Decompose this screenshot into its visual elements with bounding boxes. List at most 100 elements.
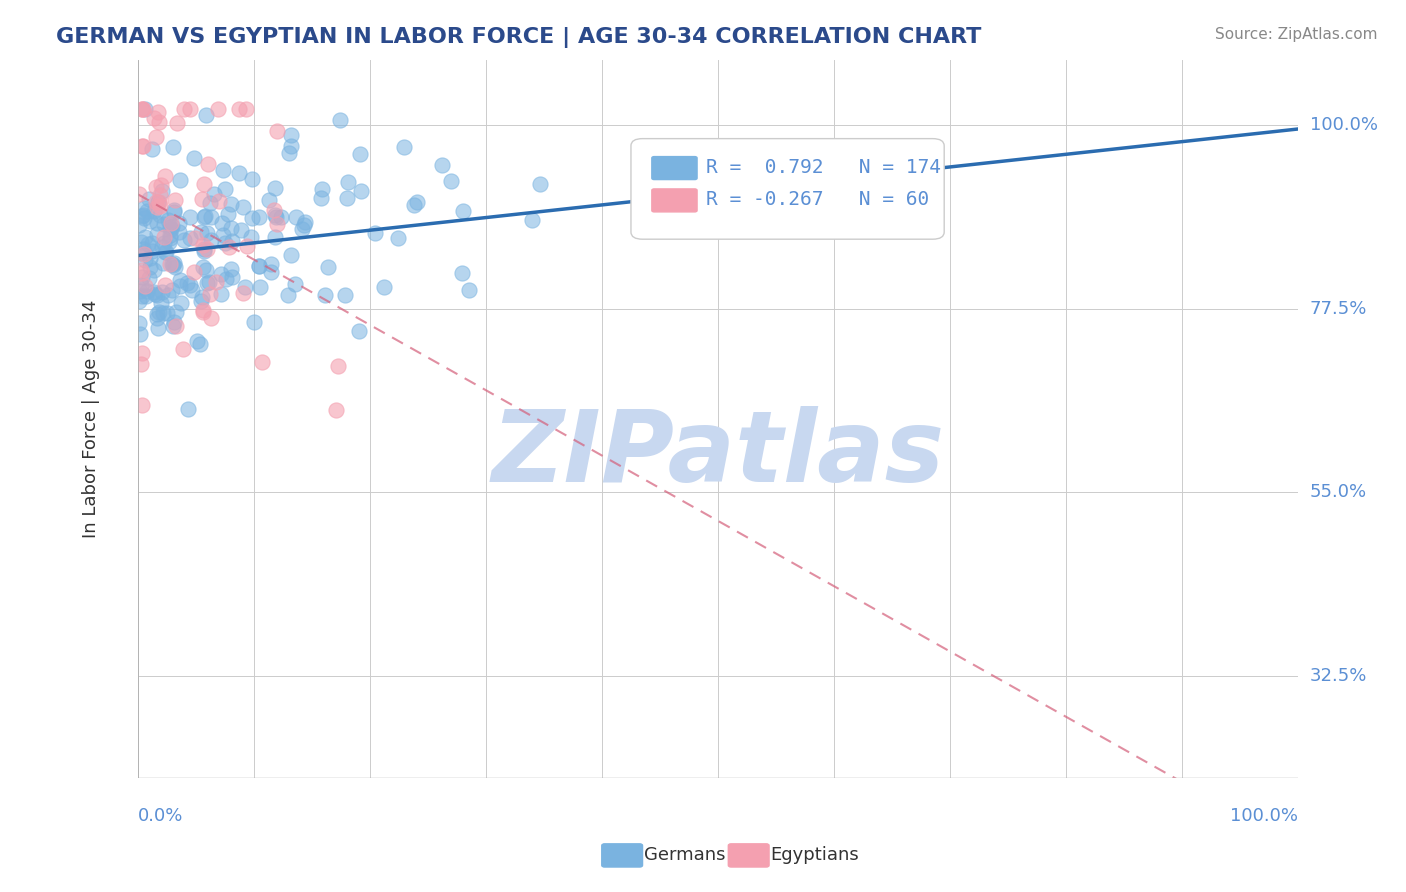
- Point: [257, 193, 280, 207]
- Point: [520, 213, 543, 227]
- Point: [458, 283, 481, 297]
- Point: [311, 182, 333, 196]
- Point: [329, 113, 352, 128]
- Point: [163, 315, 186, 329]
- Point: [131, 139, 153, 153]
- Point: [231, 223, 253, 237]
- Point: [159, 230, 181, 244]
- Point: [146, 288, 169, 302]
- Point: [209, 267, 232, 281]
- Point: [228, 102, 250, 116]
- Point: [160, 222, 183, 236]
- Point: [162, 139, 184, 153]
- Point: [233, 280, 256, 294]
- Point: [190, 290, 212, 304]
- Point: [153, 169, 176, 183]
- Point: [162, 283, 184, 297]
- Text: ZIPatlas: ZIPatlas: [492, 406, 945, 503]
- Point: [228, 166, 250, 180]
- Point: [260, 264, 283, 278]
- Point: [221, 270, 243, 285]
- Point: [131, 346, 153, 360]
- Point: [214, 235, 236, 250]
- Point: [232, 201, 254, 215]
- Point: [128, 186, 150, 201]
- Point: [167, 216, 190, 230]
- Point: [132, 247, 155, 261]
- Point: [247, 260, 270, 274]
- Point: [249, 280, 271, 294]
- Point: [292, 218, 315, 232]
- Text: GERMAN VS EGYPTIAN IN LABOR FORCE | AGE 30-34 CORRELATION CHART: GERMAN VS EGYPTIAN IN LABOR FORCE | AGE …: [56, 27, 981, 48]
- Point: [200, 210, 222, 224]
- Text: 100.0%: 100.0%: [1230, 806, 1298, 825]
- Point: [129, 263, 152, 277]
- Point: [156, 306, 179, 320]
- Point: [266, 124, 288, 138]
- Point: [148, 194, 170, 209]
- Point: [146, 216, 169, 230]
- Point: [179, 230, 201, 244]
- Point: [132, 211, 155, 225]
- Point: [204, 275, 226, 289]
- Point: [138, 260, 160, 274]
- Point: [134, 279, 156, 293]
- Point: [169, 173, 191, 187]
- Point: [180, 283, 202, 297]
- Point: [209, 287, 232, 301]
- Point: [146, 227, 169, 241]
- Point: [163, 204, 186, 219]
- Point: [212, 228, 235, 243]
- Point: [294, 215, 316, 229]
- Point: [165, 305, 187, 319]
- Point: [190, 294, 212, 309]
- Point: [134, 102, 156, 116]
- Point: [247, 259, 270, 273]
- Point: [194, 209, 217, 223]
- Point: [179, 102, 201, 116]
- Point: [207, 102, 229, 116]
- Point: [157, 212, 180, 227]
- Point: [143, 286, 166, 301]
- Point: [141, 235, 163, 250]
- Point: [451, 204, 474, 219]
- Point: [200, 233, 222, 247]
- Point: [197, 242, 219, 256]
- Point: [165, 318, 187, 333]
- Point: [146, 105, 169, 120]
- Point: [153, 236, 176, 251]
- Point: [150, 296, 173, 310]
- Point: [280, 139, 302, 153]
- Point: [280, 128, 302, 142]
- Point: [240, 211, 263, 225]
- Point: [392, 139, 415, 153]
- Point: [167, 225, 190, 239]
- Point: [179, 277, 201, 292]
- Point: [350, 184, 373, 198]
- Point: [149, 208, 172, 222]
- Point: [440, 174, 463, 188]
- Point: [219, 196, 242, 211]
- Point: [152, 217, 174, 231]
- Point: [263, 230, 285, 244]
- Point: [235, 102, 257, 116]
- Point: [149, 187, 172, 202]
- Point: [200, 310, 222, 325]
- Point: [325, 403, 347, 417]
- Point: [190, 225, 212, 239]
- Text: 0.0%: 0.0%: [138, 806, 183, 825]
- Point: [128, 219, 150, 233]
- Point: [141, 244, 163, 259]
- Point: [165, 260, 187, 274]
- Point: [160, 257, 183, 271]
- FancyBboxPatch shape: [652, 157, 697, 179]
- Point: [159, 228, 181, 243]
- Point: [143, 111, 166, 125]
- Point: [159, 257, 181, 271]
- Point: [148, 194, 170, 209]
- Point: [264, 180, 287, 194]
- Point: [132, 208, 155, 222]
- Point: [132, 243, 155, 257]
- Point: [259, 257, 281, 271]
- Point: [191, 305, 214, 319]
